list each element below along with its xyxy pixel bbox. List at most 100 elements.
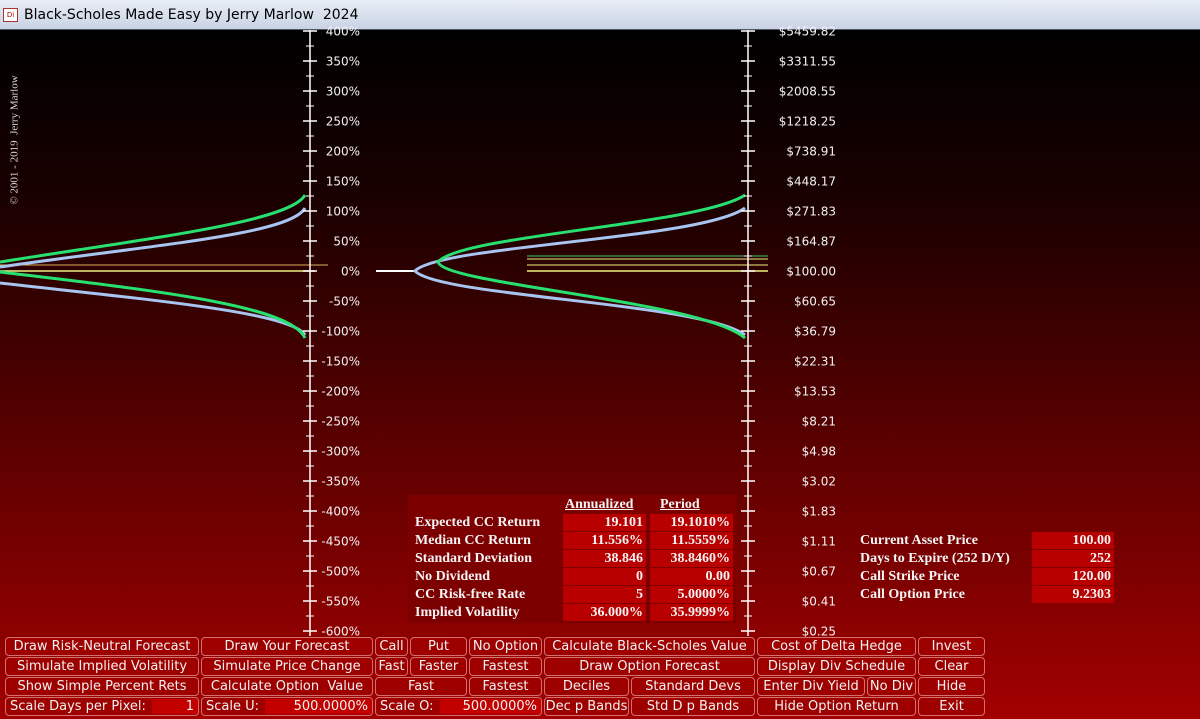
scale-field[interactable]: Scale O: 500.0000%	[375, 697, 542, 716]
button[interactable]: Draw Option Forecast	[544, 657, 755, 676]
price-axis-label: $1218.25	[779, 115, 836, 129]
return-axis-label: -50%	[329, 295, 360, 309]
return-axis-label: 350%	[326, 55, 360, 69]
button[interactable]: Faster	[410, 657, 467, 676]
button[interactable]: Enter Div Yield	[757, 677, 865, 696]
price-axis-label: $0.25	[802, 625, 836, 639]
scale-field[interactable]: Scale Days per Pixel: 1	[5, 697, 199, 716]
button[interactable]: Simulate Price Change	[201, 657, 373, 676]
button[interactable]: Clear	[918, 657, 985, 676]
button[interactable]: Std D p Bands	[631, 697, 755, 716]
green-curve	[436, 193, 746, 340]
price-axis-label: $1.11	[802, 535, 836, 549]
stat-value: 35.9999%	[650, 604, 733, 621]
input-value: 9.2303	[1032, 586, 1114, 603]
button[interactable]: Hide	[918, 677, 985, 696]
return-axis-label: -550%	[321, 595, 360, 609]
price-axis-label: $3311.55	[779, 55, 836, 69]
return-axis-label: 300%	[326, 85, 360, 99]
stat-value: 36.000%	[563, 604, 646, 621]
input-label: Current Asset Price	[860, 533, 978, 548]
curves	[0, 193, 768, 340]
stat-value: 38.8460%	[650, 550, 733, 567]
price-axis-label: $0.41	[802, 595, 836, 609]
stat-value: 19.101	[563, 514, 646, 531]
input-label: Call Option Price	[860, 587, 965, 602]
stat-label: Median CC Return	[415, 533, 531, 548]
price-axis-label: $3.02	[802, 475, 836, 489]
column-header: Period	[660, 497, 700, 512]
title-bar: Di Black-Scholes Made Easy by Jerry Marl…	[0, 0, 1200, 30]
return-axis-label: -500%	[321, 565, 360, 579]
button[interactable]: Call	[375, 637, 408, 656]
input-label: Call Strike Price	[860, 569, 960, 584]
button[interactable]: Display Div Schedule	[757, 657, 916, 676]
app-icon: Di	[3, 8, 18, 22]
stat-value: 5	[563, 586, 646, 603]
price-axis-label: $5459.82	[779, 25, 836, 39]
return-axis-label: 250%	[326, 115, 360, 129]
stat-value: 19.1010%	[650, 514, 733, 531]
input-value: 252	[1032, 550, 1114, 567]
stat-value: 38.846	[563, 550, 646, 567]
return-axis-label: 100%	[326, 205, 360, 219]
return-axis-label: -400%	[321, 505, 360, 519]
button[interactable]: Fast	[375, 657, 408, 676]
price-axis-label: $271.83	[786, 205, 836, 219]
button[interactable]: Fast	[375, 677, 467, 696]
return-axis-label: -450%	[321, 535, 360, 549]
button[interactable]: Hide Option Return	[757, 697, 916, 716]
button[interactable]: No Div	[867, 677, 916, 696]
stat-label: Standard Deviation	[415, 551, 533, 566]
price-axis-label: $8.21	[802, 415, 836, 429]
field-value[interactable]: 1	[151, 699, 198, 714]
price-axis-label: $60.65	[794, 295, 836, 309]
return-axis-label: -250%	[321, 415, 360, 429]
stat-value: 0	[563, 568, 646, 585]
price-axis-label: $100.00	[786, 265, 836, 279]
price-axis-label: $738.91	[786, 145, 836, 159]
button[interactable]: Simulate Implied Volatility	[5, 657, 199, 676]
return-axis-label: -300%	[321, 445, 360, 459]
return-axis-label: -100%	[321, 325, 360, 339]
button[interactable]: No Option	[469, 637, 542, 656]
price-axis-label: $2008.55	[779, 85, 836, 99]
price-axis-label: $1.83	[802, 505, 836, 519]
column-header: Annualized	[565, 497, 634, 512]
price-axis-label: $448.17	[786, 175, 836, 189]
return-axis-label: 150%	[326, 175, 360, 189]
field-value[interactable]: 500.0000%	[265, 699, 372, 714]
price-axis-label: $0.67	[802, 565, 836, 579]
return-axis-label: -600%	[321, 625, 360, 639]
price-axis-label: $4.98	[802, 445, 836, 459]
button[interactable]: Deciles	[544, 677, 629, 696]
button[interactable]: Show Simple Percent Rets	[5, 677, 199, 696]
button[interactable]: Draw Risk-Neutral Forecast	[5, 637, 199, 656]
return-axis-label: 400%	[326, 25, 360, 39]
blue-curve	[412, 206, 746, 337]
button[interactable]: Standard Devs	[631, 677, 755, 696]
stat-value: 11.5559%	[650, 532, 733, 549]
button[interactable]: Exit	[918, 697, 985, 716]
price-axis-label: $22.31	[794, 355, 836, 369]
return-axis-label: 0%	[341, 265, 360, 279]
button[interactable]: Calculate Black-Scholes Value	[544, 637, 755, 656]
button[interactable]: Cost of Delta Hedge	[757, 637, 916, 656]
return-axis-label: 50%	[333, 235, 360, 249]
field-label: Scale Days per Pixel:	[10, 699, 146, 714]
button[interactable]: Draw Your Forecast	[201, 637, 373, 656]
stat-value: 11.556%	[563, 532, 646, 549]
window-title: Black-Scholes Made Easy by Jerry Marlow …	[24, 7, 359, 23]
button[interactable]: Fastest	[469, 677, 542, 696]
button[interactable]: Fastest	[469, 657, 542, 676]
button[interactable]: Calculate Option Value	[201, 677, 373, 696]
button[interactable]: Put	[410, 637, 467, 656]
input-value: 100.00	[1032, 532, 1114, 549]
scale-field[interactable]: Scale U: 500.0000%	[201, 697, 373, 716]
return-axis-label: -200%	[321, 385, 360, 399]
field-value[interactable]: 500.0000%	[439, 699, 541, 714]
button[interactable]: Invest	[918, 637, 985, 656]
copyright: © 2001 - 2019 Jerry Marlow	[9, 75, 21, 204]
price-axis-label: $13.53	[794, 385, 836, 399]
button[interactable]: Dec p Bands	[544, 697, 629, 716]
